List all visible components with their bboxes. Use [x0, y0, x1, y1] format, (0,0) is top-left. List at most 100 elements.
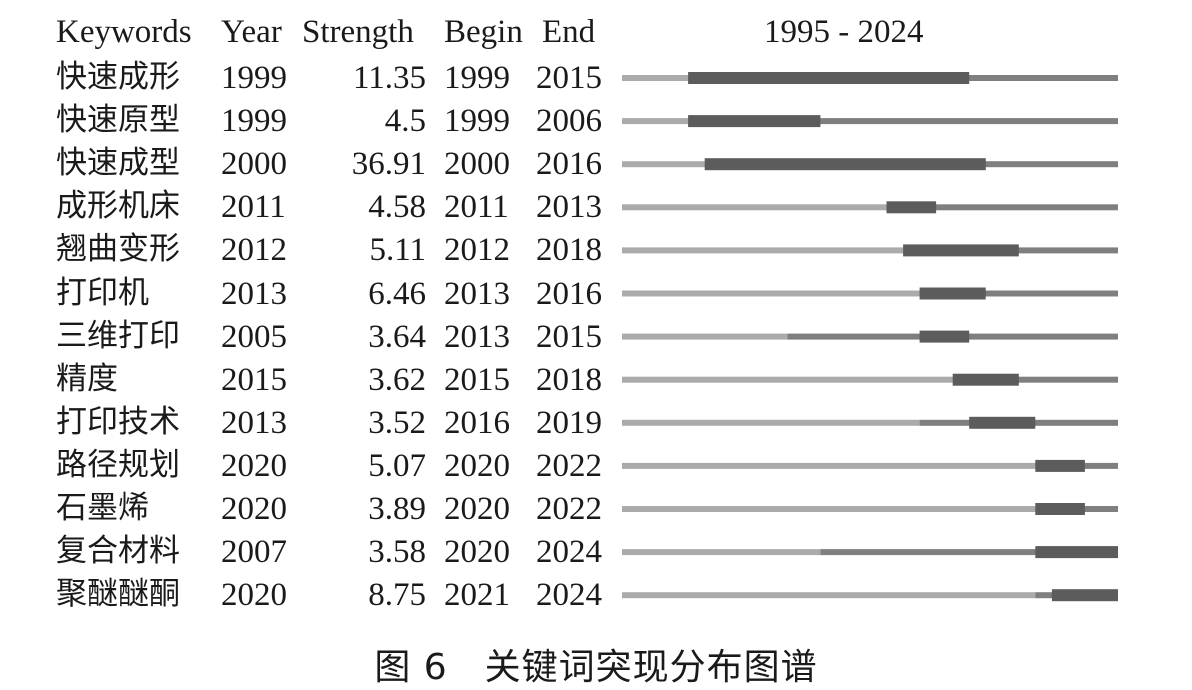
header-keywords: Keywords	[56, 14, 192, 50]
cell-keyword: 打印技术	[56, 403, 180, 440]
header-year: Year	[221, 14, 282, 50]
cell-year: 2020	[221, 491, 287, 527]
cell-begin: 2000	[444, 146, 510, 183]
cell-keyword: 快速成形	[56, 59, 180, 95]
cell-year: 2013	[221, 404, 287, 441]
bar-before-appear	[622, 118, 689, 125]
cell-keyword: 翘曲变形	[56, 231, 180, 268]
bar-burst	[704, 158, 986, 171]
cell-strength: 3.64	[368, 318, 426, 355]
cell-strength: 3.52	[368, 404, 426, 441]
cell-begin: 2012	[444, 232, 510, 269]
cell-end: 2024	[536, 577, 602, 614]
bar-before-appear	[622, 592, 1036, 599]
header-begin: Begin	[444, 14, 523, 50]
cell-strength: 5.07	[368, 447, 426, 484]
cell-begin: 2013	[444, 275, 510, 312]
cell-keyword: 石墨烯	[56, 490, 149, 526]
cell-end: 2016	[536, 146, 602, 183]
cell-begin: 2020	[444, 534, 510, 571]
bar-before-appear	[622, 75, 689, 81]
bar-before-appear	[622, 419, 920, 426]
cell-strength: 6.46	[368, 275, 426, 312]
cell-begin: 2020	[444, 491, 510, 527]
cell-keyword: 成形机床	[56, 188, 180, 225]
cell-keyword: 聚醚醚酮	[56, 576, 180, 613]
bar-burst	[1035, 503, 1085, 515]
bar-before-appear	[622, 376, 953, 383]
cell-begin: 2021	[444, 577, 510, 614]
bar-burst	[952, 373, 1019, 386]
cell-keyword: 快速成型	[56, 145, 180, 182]
cell-end: 2019	[536, 404, 602, 441]
bar-burst	[688, 115, 821, 128]
cell-year: 2013	[221, 275, 287, 312]
cell-begin: 2016	[444, 404, 510, 441]
cell-year: 1999	[221, 60, 287, 96]
cell-strength: 4.5	[384, 103, 426, 140]
cell-begin: 1999	[444, 103, 510, 140]
cell-year: 2020	[221, 447, 287, 484]
bar-before-appear	[622, 247, 904, 254]
cell-year: 2015	[221, 361, 287, 398]
bar-before-appear	[622, 333, 788, 340]
cell-strength: 11.35	[352, 60, 426, 96]
cell-end: 2022	[536, 491, 602, 527]
bar-active	[919, 290, 1118, 297]
cell-end: 2022	[536, 447, 602, 484]
cell-strength: 4.58	[368, 189, 426, 226]
cell-keyword: 路径规划	[56, 446, 180, 483]
bar-before-appear	[622, 161, 705, 168]
bar-burst	[969, 416, 1036, 429]
cell-year: 2011	[221, 189, 286, 226]
bar-burst	[919, 330, 970, 343]
cell-strength: 36.91	[351, 146, 426, 183]
bar-burst	[688, 72, 970, 84]
cell-year: 2012	[221, 232, 287, 269]
header-end: End	[542, 14, 596, 50]
cell-strength: 8.75	[368, 577, 426, 614]
bar-burst	[903, 244, 1019, 257]
bar-burst	[1035, 546, 1118, 559]
bar-active	[820, 549, 1118, 556]
cell-keyword: 精度	[56, 360, 118, 397]
bar-burst	[1035, 459, 1085, 472]
bar-burst	[886, 201, 937, 214]
cell-strength: 3.89	[368, 491, 426, 527]
header-range: 1995 - 2024	[764, 14, 924, 50]
bar-before-appear	[622, 549, 821, 556]
cell-end: 2006	[536, 103, 602, 140]
cell-begin: 2011	[444, 189, 509, 226]
cell-end: 2015	[536, 318, 602, 355]
cell-end: 2018	[536, 232, 602, 269]
cell-strength: 3.62	[368, 361, 426, 398]
cell-keyword: 三维打印	[56, 317, 180, 354]
cell-end: 2013	[536, 189, 602, 226]
cell-keyword: 快速原型	[56, 102, 180, 139]
cell-end: 2015	[536, 60, 602, 96]
cell-year: 2000	[221, 146, 287, 183]
cell-year: 2005	[221, 318, 287, 355]
cell-year: 2020	[221, 577, 287, 614]
cell-strength: 3.58	[368, 534, 426, 571]
bar-before-appear	[622, 462, 1036, 469]
cell-begin: 2015	[444, 361, 510, 398]
cell-begin: 2020	[444, 447, 510, 484]
bar-active	[688, 118, 1118, 125]
header-strength: Strength	[302, 14, 414, 50]
cell-year: 2007	[221, 534, 287, 571]
cell-keyword: 复合材料	[56, 533, 180, 570]
cell-begin: 1999	[444, 60, 510, 96]
bar-before-appear	[622, 506, 1036, 512]
cell-end: 2018	[536, 361, 602, 398]
bar-active	[952, 376, 1118, 383]
cell-end: 2024	[536, 534, 602, 571]
figure-caption: 图 6 关键词突现分布图谱	[374, 647, 818, 688]
cell-strength: 5.11	[369, 232, 426, 269]
bar-active	[886, 204, 1118, 211]
bar-before-appear	[622, 204, 887, 211]
cell-year: 1999	[221, 103, 287, 140]
cell-keyword: 打印机	[56, 274, 149, 311]
bar-burst	[919, 287, 986, 300]
